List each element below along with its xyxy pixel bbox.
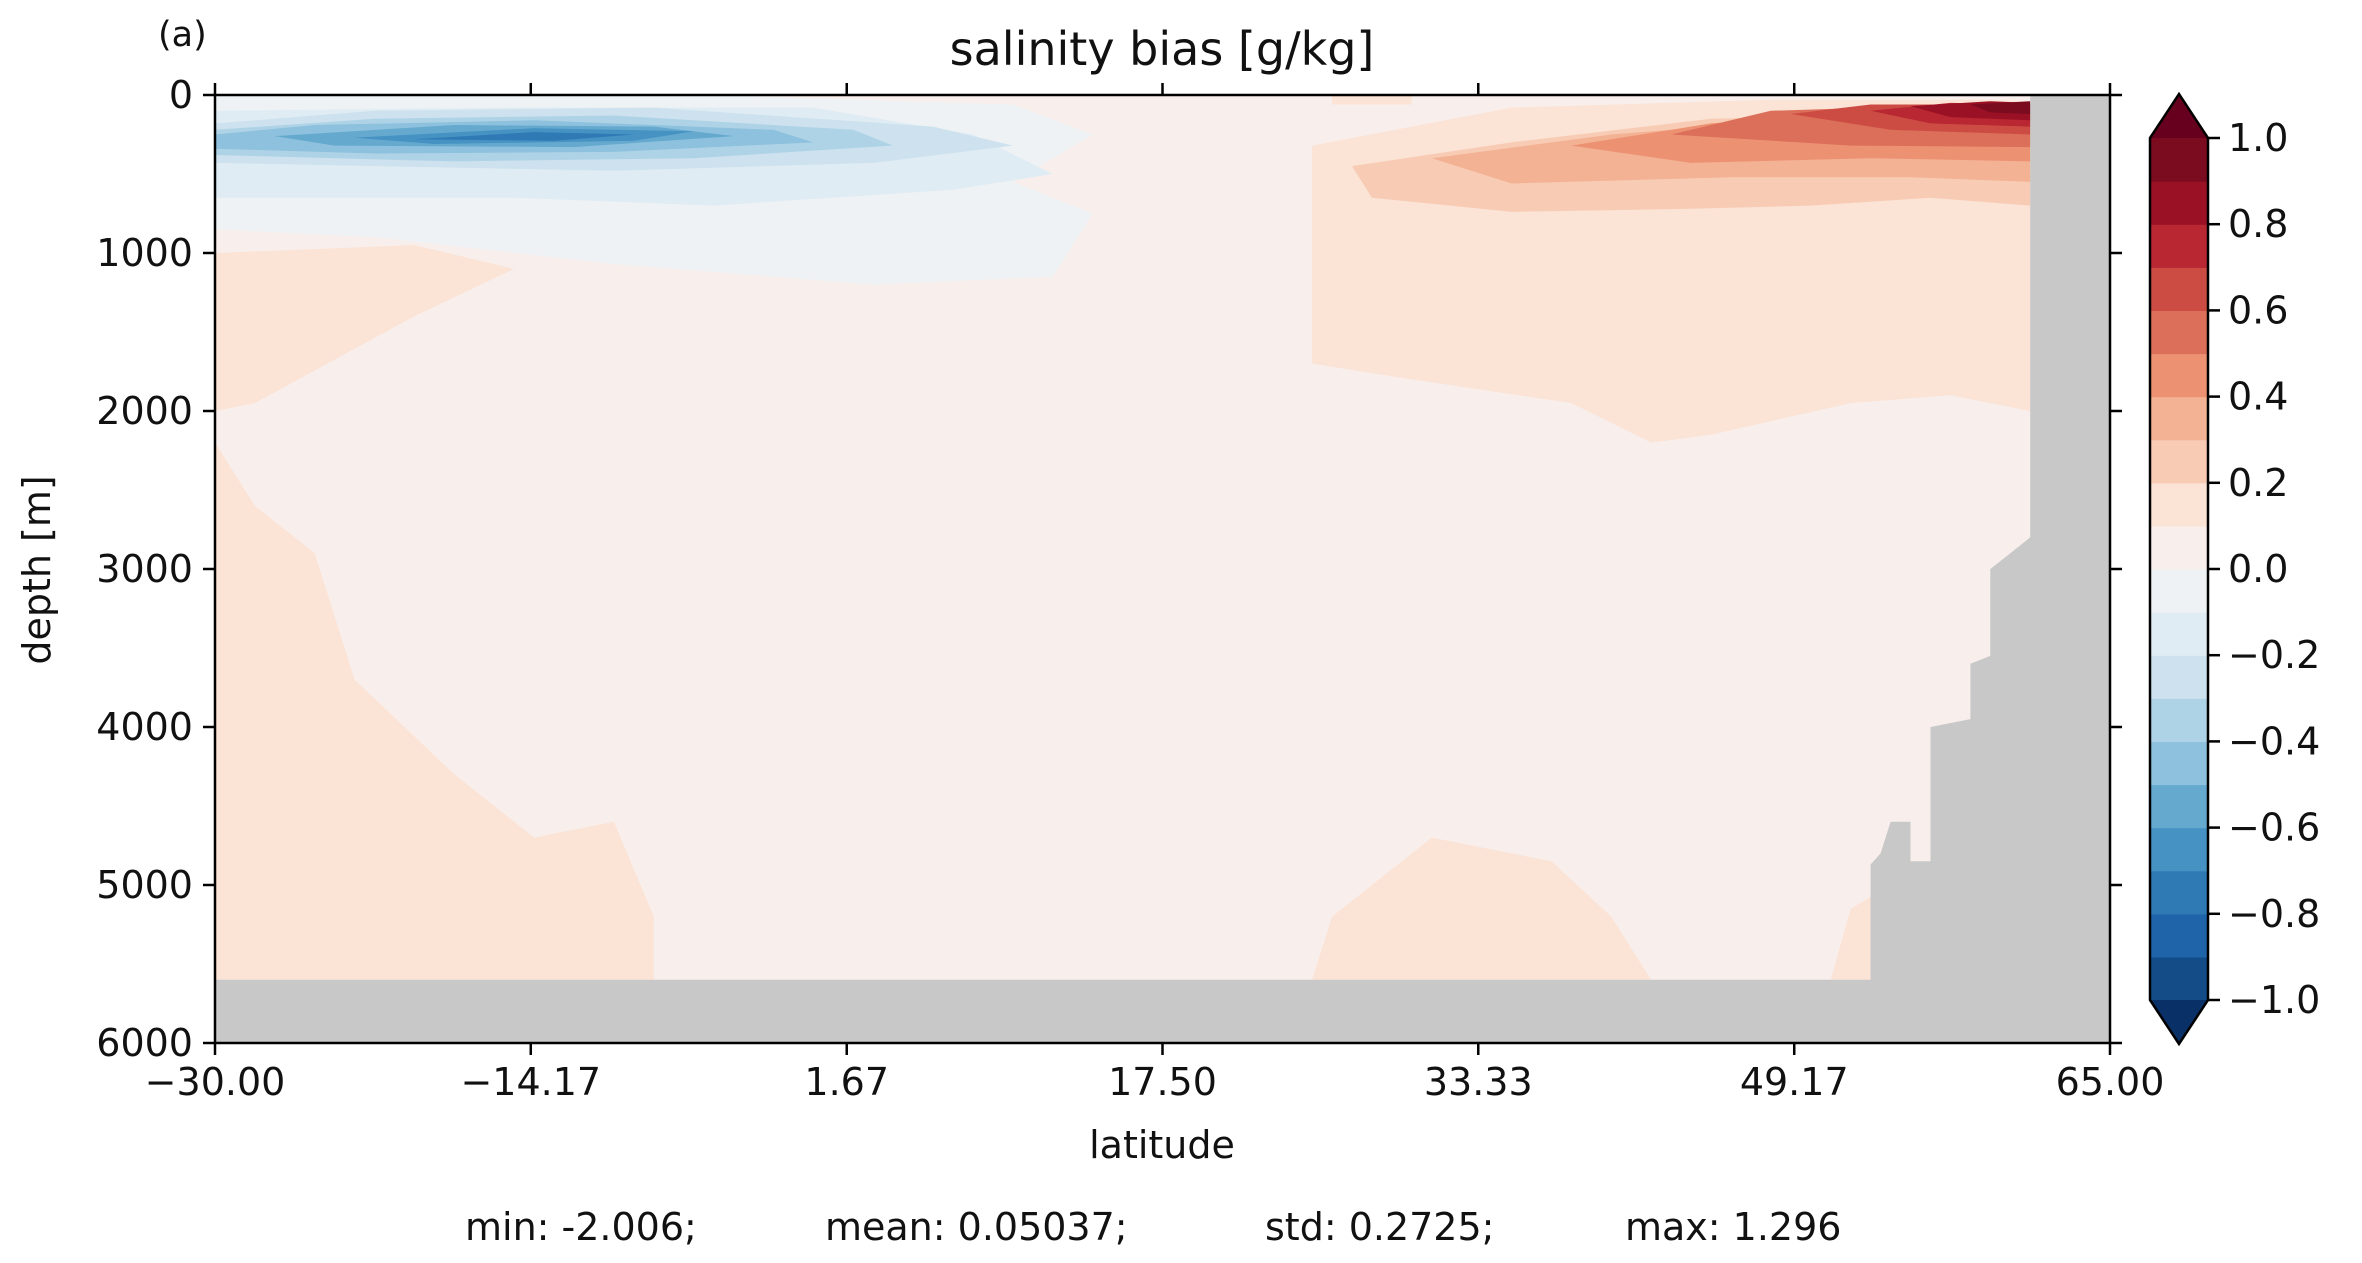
colorbar-swatch [2150, 827, 2208, 872]
y-tick-label: 2000 [96, 389, 193, 433]
x-tick-label: −30.00 [145, 1060, 286, 1104]
y-tick-label: 0 [169, 73, 193, 117]
panel-label: (a) [158, 15, 207, 55]
land-region-1 [1870, 95, 2110, 1043]
colorbar-swatch [2150, 224, 2208, 268]
colorbar: 1.0 0.8 0.6 0.4 0.2 0.0 −0.2 −0.4 −0.6 −0.8 −1.0 [2148, 91, 2320, 1047]
colorbar-swatch [2150, 396, 2208, 441]
x-axis-label: latitude [1089, 1123, 1235, 1167]
x-axis-ticks: −30.00 −14.17 1.67 17.50 33.33 49.17 65.00 [145, 83, 2165, 1104]
x-tick-label: 1.67 [804, 1060, 889, 1104]
colorbar-swatch [2150, 741, 2208, 786]
colorbar-tick-label: −0.6 [2228, 806, 2320, 850]
y-axis-label: depth [m] [15, 475, 59, 664]
y-tick-label: 5000 [96, 863, 193, 907]
y-tick-label: 4000 [96, 705, 193, 749]
colorbar-over-triangle [2150, 94, 2208, 138]
colorbar-tick-label: −1.0 [2228, 978, 2320, 1022]
x-tick-label: 65.00 [2056, 1060, 2165, 1104]
x-tick-label: 17.50 [1108, 1060, 1217, 1104]
colorbar-tick-label: −0.4 [2228, 719, 2320, 763]
colorbar-swatch [2150, 310, 2208, 355]
colorbar-swatch [2150, 181, 2208, 225]
y-axis-ticks: 0 1000 2000 3000 4000 5000 6000 [96, 73, 2122, 1065]
colorbar-swatch [2150, 353, 2208, 398]
colorbar-tick-label: −0.8 [2228, 892, 2320, 936]
land-region-0 [215, 979, 2110, 1043]
chart-title: salinity bias [g/kg] [950, 22, 1375, 76]
colorbar-tick-label: −0.2 [2228, 633, 2320, 677]
colorbar-swatch [2150, 870, 2208, 915]
stat-std: std: 0.2725; [1265, 1205, 1494, 1249]
contour-region-13 [414, 132, 634, 141]
colorbar-swatch [2150, 956, 2208, 1001]
colorbar-tick-label: 0.6 [2228, 288, 2288, 332]
contour-region-21 [1970, 101, 2031, 114]
colorbar-swatch [2150, 612, 2208, 656]
y-tick-label: 3000 [96, 547, 193, 591]
land-mask [215, 95, 2110, 1043]
colorbar-swatch [2150, 267, 2208, 311]
colorbar-tick-label: 0.2 [2228, 461, 2288, 505]
stat-mean: mean: 0.05037; [825, 1205, 1128, 1249]
y-tick-label: 6000 [96, 1021, 193, 1065]
colorbar-swatch [2150, 913, 2208, 958]
x-tick-label: −14.17 [460, 1060, 601, 1104]
contour-region-5 [1312, 837, 1652, 980]
contour-region-4 [215, 442, 654, 980]
colorbar-swatch [2150, 698, 2208, 742]
y-tick-label: 1000 [96, 231, 193, 275]
contour-fields [215, 95, 2110, 1043]
colorbar-tick-label: 0.4 [2228, 375, 2288, 419]
colorbar-swatch [2150, 784, 2208, 829]
colorbar-tick-label: 1.0 [2228, 116, 2288, 160]
colorbar-swatch [2150, 439, 2208, 484]
contour-region-22 [1332, 95, 1412, 105]
x-tick-label: 33.33 [1424, 1060, 1533, 1104]
colorbar-swatch [2150, 569, 2208, 613]
colorbar-tick-label: 0.8 [2228, 202, 2288, 246]
x-tick-label: 49.17 [1740, 1060, 1849, 1104]
contour-region-3 [215, 245, 515, 411]
colorbar-tick-label: 0.0 [2228, 547, 2288, 591]
colorbar-swatch [2150, 482, 2208, 527]
stat-max: max: 1.296 [1625, 1205, 1841, 1249]
colorbar-under-triangle [2150, 1000, 2208, 1044]
statistics-line: min: -2.006; mean: 0.05037; std: 0.2725;… [465, 1205, 1841, 1249]
colorbar-swatch [2150, 138, 2208, 182]
colorbar-swatch [2150, 525, 2208, 570]
stat-min: min: -2.006; [465, 1205, 697, 1249]
colorbar-swatch [2150, 655, 2208, 699]
